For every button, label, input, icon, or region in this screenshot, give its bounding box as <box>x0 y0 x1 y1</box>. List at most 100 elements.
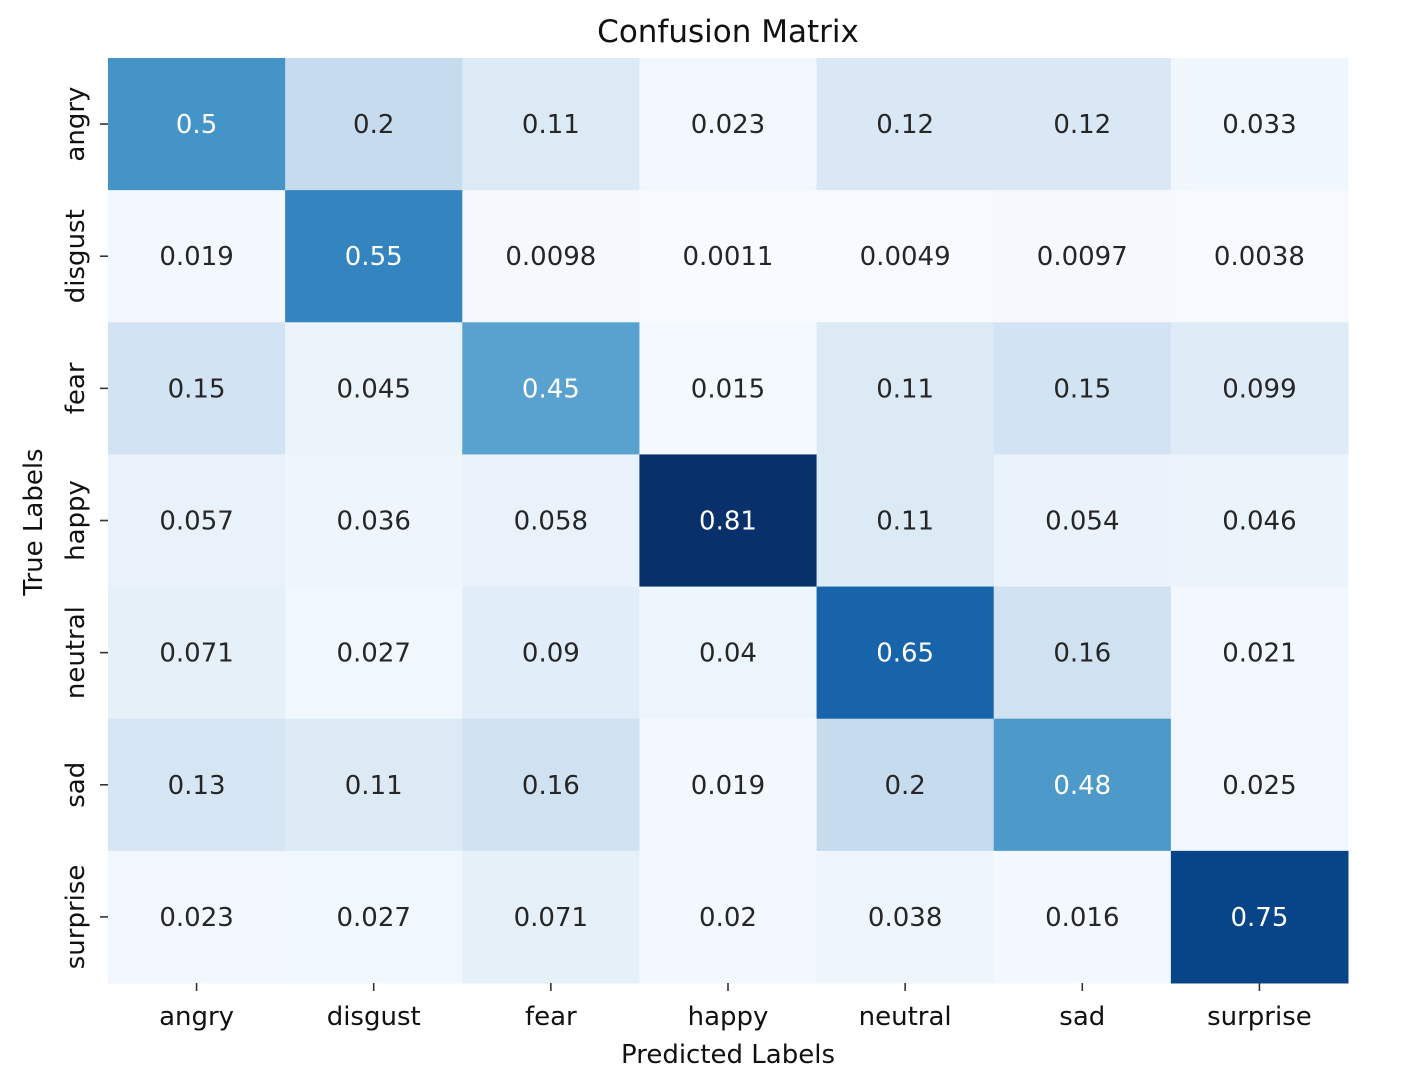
cell-value-label: 0.11 <box>876 507 934 537</box>
heatmap-cell-happy-sad <box>993 454 1172 588</box>
heatmap-cell-sad-sad <box>993 718 1172 852</box>
heatmap-cell-neutral-neutral <box>816 586 995 720</box>
heatmap-cell-disgust-angry <box>108 190 286 323</box>
cell-value-label: 0.033 <box>1222 110 1296 140</box>
cell-value-label: 0.054 <box>1045 507 1119 537</box>
x-tick-label-sad: sad <box>1059 1002 1105 1032</box>
axis-ticks <box>100 123 1261 991</box>
cell-value-label: 0.12 <box>1053 110 1111 140</box>
heatmap-cell-angry-angry <box>108 58 286 191</box>
heatmap-cell-angry-sad <box>993 58 1172 191</box>
heatmap-cell-surprise-neutral <box>816 850 995 984</box>
heatmap-cell-neutral-happy <box>639 586 818 720</box>
heatmap-cell-fear-neutral <box>816 322 995 455</box>
heatmap-cell-sad-angry <box>108 718 286 852</box>
cell-value-label: 0.0097 <box>1037 242 1128 272</box>
heatmap-cell-surprise-angry <box>108 850 286 984</box>
heatmap-cell-fear-sad <box>993 322 1172 455</box>
heatmap-cell-sad-disgust <box>285 718 463 852</box>
y-tick-label-sad: sad <box>61 762 91 808</box>
cell-value-label: 0.057 <box>159 507 233 537</box>
heatmap-cell-sad-fear <box>462 718 640 852</box>
cell-value-label: 0.0038 <box>1214 242 1305 272</box>
heatmap-cell-sad-neutral <box>816 718 995 852</box>
heatmap-cell-surprise-sad <box>993 850 1172 984</box>
heatmap-cell-surprise-fear <box>462 850 640 984</box>
x-tick-label-angry: angry <box>159 1002 234 1032</box>
y-tick-label-angry: angry <box>61 87 91 162</box>
x-tick-label-surprise: surprise <box>1207 1002 1312 1032</box>
x-tick-labels: angry disgust fear happy neutral sad surprise <box>159 1002 1312 1032</box>
heatmap-cell-disgust-sad <box>993 190 1172 323</box>
x-tick-label-neutral: neutral <box>859 1002 952 1032</box>
heatmap-cell-fear-fear <box>462 322 640 455</box>
cell-value-label: 0.13 <box>168 771 226 801</box>
heatmap-cell-sad-happy <box>639 718 818 852</box>
heatmap-cell-disgust-fear <box>462 190 640 323</box>
cell-value-label: 0.099 <box>1222 374 1296 404</box>
y-tick-label-disgust: disgust <box>61 209 91 303</box>
cell-value-label: 0.16 <box>1053 639 1111 669</box>
cell-value-label: 0.023 <box>691 110 765 140</box>
heatmap-cell-disgust-disgust <box>285 190 463 323</box>
heatmap-cell-surprise-disgust <box>285 850 463 984</box>
heatmap-cell-angry-neutral <box>816 58 995 191</box>
heatmap-cell-happy-surprise <box>1170 454 1349 588</box>
heatmap-cell-happy-disgust <box>285 454 463 588</box>
cell-value-label: 0.023 <box>159 903 233 933</box>
heatmap-cell-fear-surprise <box>1170 322 1349 455</box>
cell-value-label: 0.81 <box>699 507 757 537</box>
cell-value-label: 0.11 <box>522 110 580 140</box>
y-axis-label: True Labels <box>19 448 49 596</box>
heatmap-cell-happy-angry <box>108 454 286 588</box>
cell-value-label: 0.48 <box>1053 771 1111 801</box>
cell-value-label: 0.046 <box>1222 507 1296 537</box>
cell-value-label: 0.045 <box>336 374 410 404</box>
heatmap-cell-surprise-surprise <box>1170 850 1349 984</box>
cell-value-label: 0.071 <box>159 639 233 669</box>
heatmap-cell-neutral-sad <box>993 586 1172 720</box>
heatmap-cell-happy-fear <box>462 454 640 588</box>
heatmap-cell-surprise-happy <box>639 850 818 984</box>
chart-title: Confusion Matrix <box>597 14 859 50</box>
cell-value-label: 0.09 <box>522 639 580 669</box>
x-tick-label-disgust: disgust <box>327 1002 421 1032</box>
y-tick-label-happy: happy <box>61 480 91 561</box>
cell-value-label: 0.021 <box>1222 639 1296 669</box>
heatmap-cell-sad-surprise <box>1170 718 1349 852</box>
heatmap-cell-fear-angry <box>108 322 286 455</box>
cell-value-label: 0.038 <box>868 903 942 933</box>
heatmap-cell-angry-surprise <box>1170 58 1349 191</box>
cell-value-label: 0.025 <box>1222 771 1296 801</box>
cell-value-label: 0.058 <box>514 507 588 537</box>
cell-value-label: 0.15 <box>168 374 226 404</box>
cell-value-label: 0.2 <box>353 110 394 140</box>
cell-value-label: 0.15 <box>1053 374 1111 404</box>
cell-value-label: 0.04 <box>699 639 757 669</box>
cell-value-label: 0.027 <box>336 903 410 933</box>
cell-value-label: 0.11 <box>345 771 403 801</box>
cell-value-label: 0.015 <box>691 374 765 404</box>
heatmap-cell-angry-disgust <box>285 58 463 191</box>
heatmap-cell-angry-fear <box>462 58 640 191</box>
cell-value-label: 0.65 <box>876 639 934 669</box>
heatmap-cell-fear-happy <box>639 322 818 455</box>
x-tick-label-fear: fear <box>525 1002 577 1032</box>
heatmap-cell-neutral-surprise <box>1170 586 1349 720</box>
heatmap-cell-disgust-neutral <box>816 190 995 323</box>
cell-value-label: 0.0049 <box>860 242 951 272</box>
x-tick-label-happy: happy <box>688 1002 769 1032</box>
heatmap-cell-fear-disgust <box>285 322 463 455</box>
cell-value-label: 0.11 <box>876 374 934 404</box>
heatmap-cell-neutral-fear <box>462 586 640 720</box>
cell-value-label: 0.036 <box>336 507 410 537</box>
cell-value-label: 0.0011 <box>683 242 774 272</box>
cell-value-label: 0.16 <box>522 771 580 801</box>
cell-value-label: 0.02 <box>699 903 757 933</box>
heatmap-cells: 0.5 0.2 0.11 0.023 0.12 0.12 0.033 0.019 0.55 0.0… <box>108 58 1349 984</box>
heatmap-cell-happy-neutral <box>816 454 995 588</box>
y-tick-label-fear: fear <box>61 362 91 414</box>
cell-value-label: 0.071 <box>514 903 588 933</box>
